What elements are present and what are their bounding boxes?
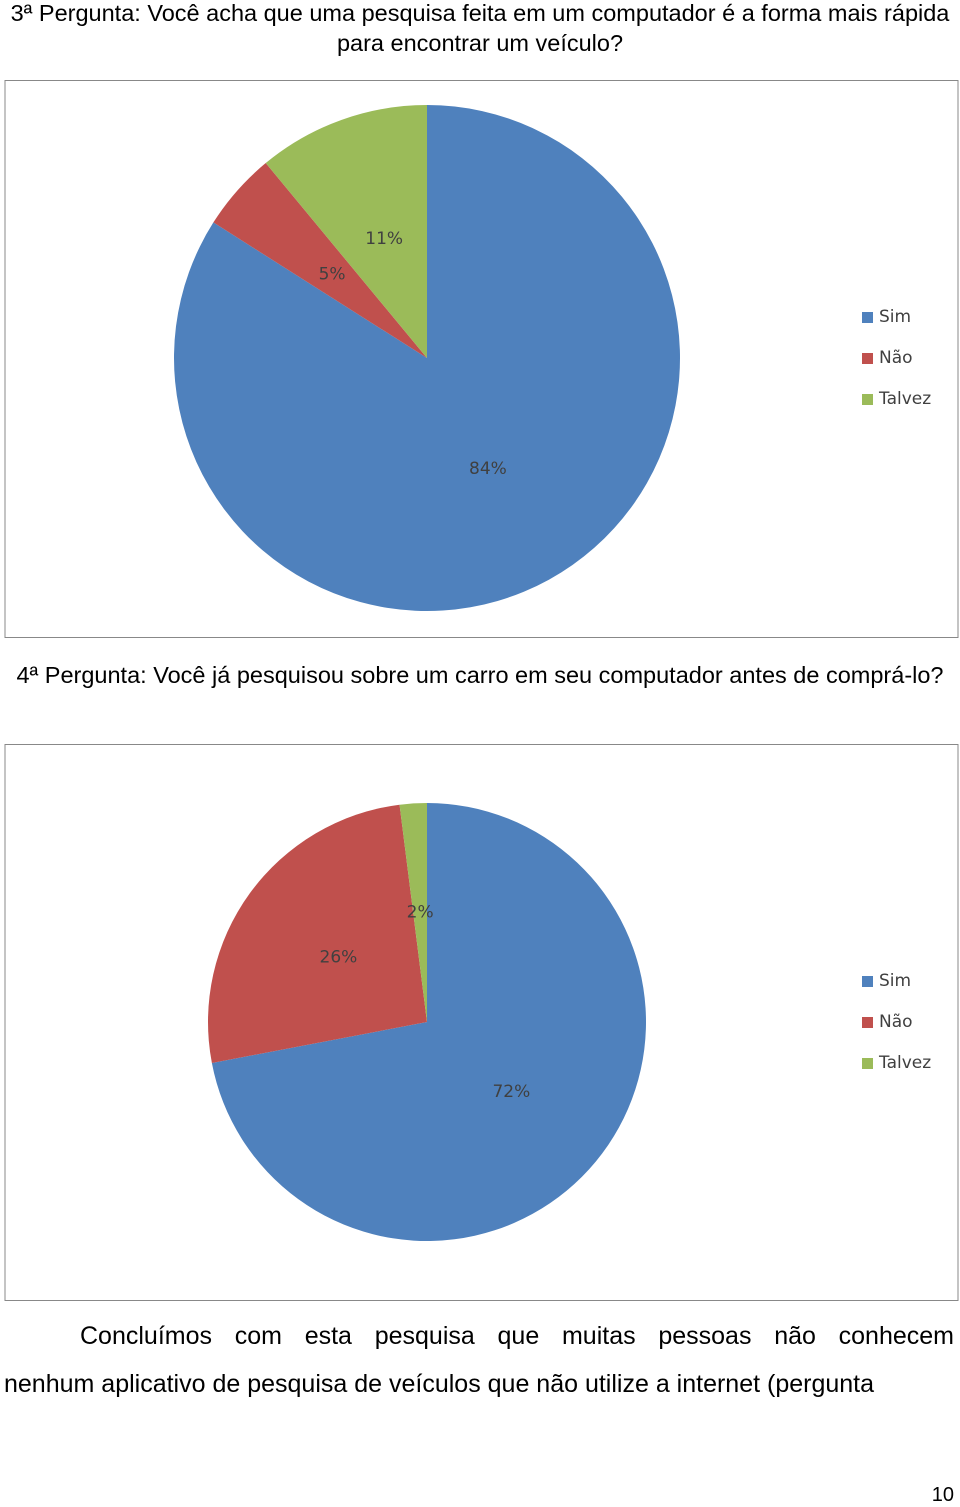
- data-label: 72%: [492, 1082, 530, 1102]
- paragraph-line: nenhum aplicativo de pesquisa de veículo…: [4, 1370, 875, 1398]
- legend-swatch: [862, 312, 873, 323]
- paragraph-line: Concluímos com esta pesquisa que muitas …: [80, 1322, 954, 1350]
- legend-label: Não: [879, 1012, 913, 1032]
- legend-label: Sim: [879, 971, 911, 991]
- data-label: 11%: [365, 229, 403, 249]
- question: 4ª Pergunta: Você já pesquisou sobre um …: [16, 662, 944, 688]
- data-label: 26%: [320, 948, 358, 968]
- pie-slice: [399, 803, 427, 1022]
- legend-swatch: [862, 353, 873, 364]
- legend-swatch: [862, 1017, 873, 1028]
- legend-label: Talvez: [878, 389, 931, 409]
- legend-swatch: [862, 1058, 873, 1069]
- legend-label: Não: [879, 348, 913, 368]
- legend-label: Sim: [879, 307, 911, 327]
- legend-label: Talvez: [878, 1053, 931, 1073]
- question: 3ª Pergunta: Você acha que uma pesquisa …: [10, 0, 950, 56]
- pie-slice: [213, 163, 427, 358]
- data-label: 2%: [407, 903, 434, 923]
- legend-swatch: [862, 976, 873, 987]
- chart: 84% 5% 11% Sim Não Talvez: [4, 80, 959, 638]
- pie-slice: [207, 804, 427, 1064]
- data-label: 84%: [469, 459, 507, 479]
- chart: 72% 26% 2% Sim Não Talvez: [4, 744, 959, 1301]
- legend-swatch: [862, 394, 873, 405]
- pie-slice: [265, 105, 427, 358]
- data-label: 5%: [319, 264, 346, 284]
- page-number: 10: [931, 1484, 954, 1506]
- pie-slice: [211, 803, 646, 1241]
